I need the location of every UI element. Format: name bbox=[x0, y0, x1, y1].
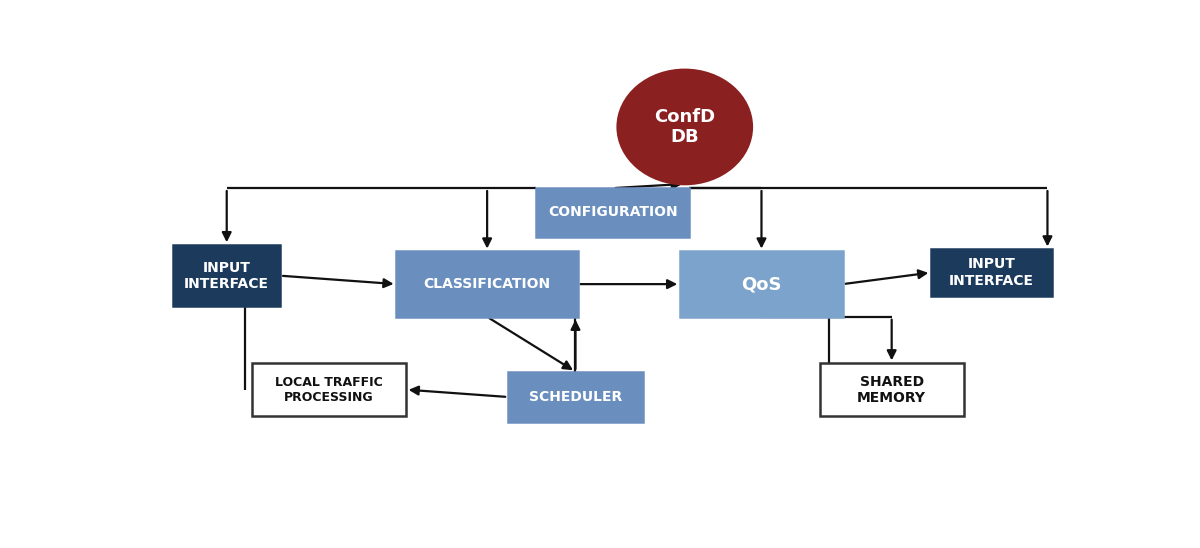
Text: QoS: QoS bbox=[742, 275, 781, 293]
FancyBboxPatch shape bbox=[508, 372, 643, 423]
FancyBboxPatch shape bbox=[173, 245, 281, 306]
Text: SHARED
MEMORY: SHARED MEMORY bbox=[857, 374, 926, 405]
FancyBboxPatch shape bbox=[252, 363, 406, 416]
Text: INPUT
INTERFACE: INPUT INTERFACE bbox=[185, 261, 269, 291]
Ellipse shape bbox=[618, 70, 751, 184]
Text: CONFIGURATION: CONFIGURATION bbox=[548, 206, 678, 219]
Text: INPUT
INTERFACE: INPUT INTERFACE bbox=[949, 258, 1034, 288]
Text: CLASSIFICATION: CLASSIFICATION bbox=[424, 277, 551, 291]
Text: ConfD
DB: ConfD DB bbox=[654, 107, 715, 146]
FancyBboxPatch shape bbox=[931, 249, 1052, 296]
Text: SCHEDULER: SCHEDULER bbox=[529, 390, 622, 404]
Text: LOCAL TRAFFIC
PROCESSING: LOCAL TRAFFIC PROCESSING bbox=[275, 375, 383, 404]
FancyBboxPatch shape bbox=[536, 188, 689, 237]
FancyBboxPatch shape bbox=[396, 252, 578, 317]
FancyBboxPatch shape bbox=[820, 363, 964, 416]
FancyBboxPatch shape bbox=[680, 252, 842, 317]
